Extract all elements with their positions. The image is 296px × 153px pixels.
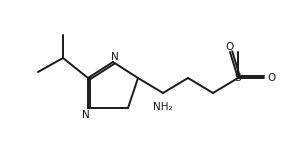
- Text: O: O: [267, 73, 275, 83]
- Text: O: O: [226, 42, 234, 52]
- Text: S: S: [235, 73, 241, 83]
- Text: N: N: [111, 52, 119, 62]
- Text: N: N: [82, 110, 90, 120]
- Text: NH₂: NH₂: [153, 102, 173, 112]
